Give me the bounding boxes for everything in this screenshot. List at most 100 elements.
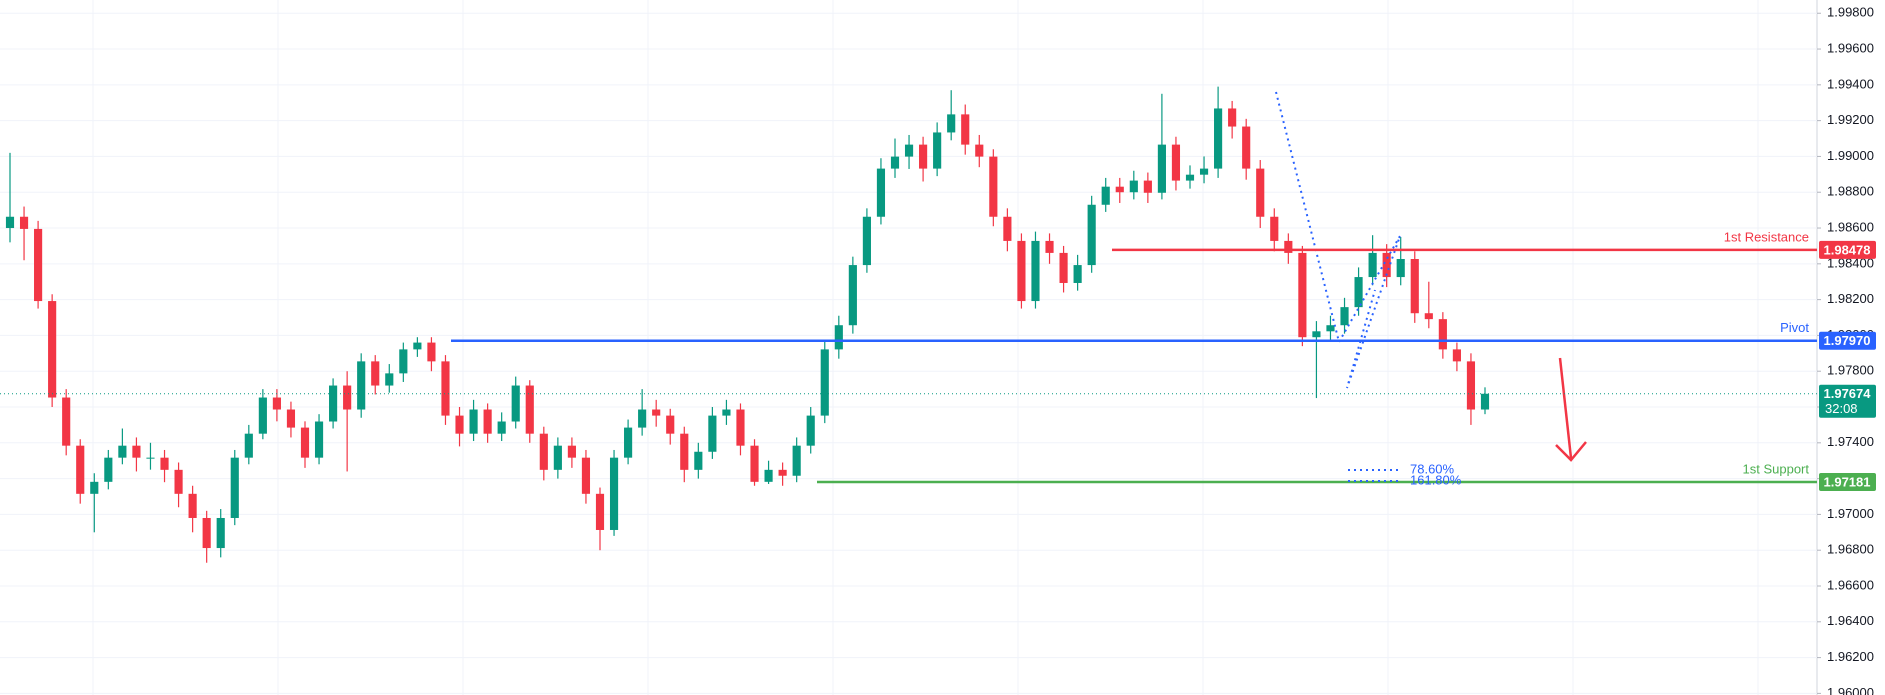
- candle-body: [258, 397, 267, 434]
- price-tag: [1819, 240, 1876, 259]
- candle-body: [455, 415, 464, 434]
- candle-body: [132, 445, 141, 458]
- candle-body: [609, 457, 619, 530]
- candle-body: [933, 132, 942, 169]
- y-tick-label: 1.98600: [1827, 219, 1874, 234]
- candle-body: [1270, 216, 1279, 241]
- candle-body: [1466, 361, 1476, 410]
- price-tag: [1819, 473, 1876, 492]
- candle-body: [202, 517, 211, 549]
- candle-body: [1171, 144, 1181, 181]
- candle-body: [666, 415, 675, 434]
- candle-body: [652, 409, 661, 416]
- candle-body: [792, 445, 801, 476]
- grid: [0, 0, 1817, 695]
- candle-body: [1368, 252, 1377, 278]
- y-tick-label: 1.96000: [1827, 685, 1874, 695]
- price-tag: [1819, 331, 1876, 350]
- arrow-shaft: [1558, 357, 1573, 459]
- candle-body: [427, 342, 436, 362]
- candle-body: [399, 349, 408, 374]
- candle-body: [160, 457, 169, 470]
- candle-body: [1284, 240, 1293, 253]
- last-price-label: 1.97674: [1824, 386, 1872, 401]
- candle-body: [511, 385, 520, 422]
- candle-body: [188, 493, 197, 518]
- candle-body: [764, 469, 773, 482]
- last-price-tag: [1819, 384, 1876, 418]
- candle-body: [413, 342, 422, 350]
- level-name: Pivot: [1780, 320, 1809, 335]
- candle-body: [890, 156, 900, 169]
- candle-body: [497, 421, 506, 434]
- candle-body: [722, 409, 731, 416]
- candle-body: [1157, 144, 1166, 193]
- candle-body: [90, 481, 99, 494]
- candle-body: [876, 168, 886, 217]
- candle-body: [525, 385, 534, 434]
- y-tick-label: 1.97400: [1827, 434, 1874, 449]
- price-tag-label: 1.97970: [1824, 333, 1871, 348]
- candle-body: [539, 433, 548, 470]
- y-tick-label: 1.98200: [1827, 291, 1874, 306]
- candle-body: [1340, 307, 1349, 326]
- candle-body: [272, 397, 281, 410]
- candle-body: [244, 433, 253, 458]
- candles: [5, 86, 1490, 563]
- candle-body: [34, 228, 43, 302]
- candle-body: [834, 325, 843, 350]
- candle-body: [694, 451, 703, 470]
- candle-body: [1143, 180, 1152, 193]
- candle-body: [989, 156, 998, 217]
- y-tick-label: 1.97800: [1827, 363, 1874, 378]
- candle-body: [343, 385, 352, 410]
- candle-body: [62, 397, 71, 446]
- y-tick-label: 1.96200: [1827, 649, 1874, 664]
- candle-body: [862, 216, 871, 266]
- candle-body: [904, 144, 914, 157]
- candle-body: [1298, 252, 1307, 338]
- candle-body: [1438, 319, 1447, 350]
- candle-body: [1059, 252, 1068, 283]
- candle-body: [314, 421, 324, 458]
- candle-body: [300, 427, 310, 458]
- candle-body: [1129, 180, 1138, 193]
- candle-body: [441, 361, 450, 416]
- candle-body: [1087, 204, 1096, 266]
- candle-body: [146, 457, 155, 459]
- candle-body: [624, 427, 633, 458]
- candle-body: [1410, 258, 1419, 314]
- candle-body: [1382, 252, 1391, 278]
- candle-body: [1480, 393, 1490, 410]
- overlay: 1st Resistance Pivot 1st Support 78.60%161.…: [0, 91, 1817, 487]
- candle-body: [1312, 331, 1321, 338]
- price-tag-label: 1.97181: [1824, 474, 1871, 489]
- candle-body: [947, 114, 956, 133]
- candle-body: [1214, 108, 1223, 169]
- candle-body: [1031, 240, 1040, 302]
- y-tick-label: 1.98400: [1827, 255, 1874, 270]
- candle-body: [581, 457, 591, 494]
- candle-body: [820, 349, 829, 416]
- candle-body: [48, 301, 57, 398]
- candle-body: [638, 409, 647, 428]
- y-tick-label: 1.96800: [1827, 542, 1874, 557]
- candle-body: [19, 216, 29, 229]
- arrow-head: [1555, 441, 1587, 462]
- y-tick-label: 1.96400: [1827, 613, 1874, 628]
- y-tick-label: 1.99200: [1827, 112, 1874, 127]
- candle-body: [385, 373, 394, 386]
- candle-body: [567, 445, 576, 458]
- candle-body: [1452, 349, 1461, 362]
- candle-body: [1017, 240, 1026, 302]
- candle-body: [1396, 258, 1405, 278]
- fib-label: 161.80%: [1410, 472, 1462, 487]
- fib-label: 78.60%: [1410, 461, 1455, 476]
- level-name: 1st Support: [1743, 461, 1810, 476]
- candle-body: [553, 445, 562, 470]
- candle-body: [1354, 277, 1363, 308]
- y-tick-label: 1.99800: [1827, 5, 1874, 20]
- candle-body: [357, 361, 366, 410]
